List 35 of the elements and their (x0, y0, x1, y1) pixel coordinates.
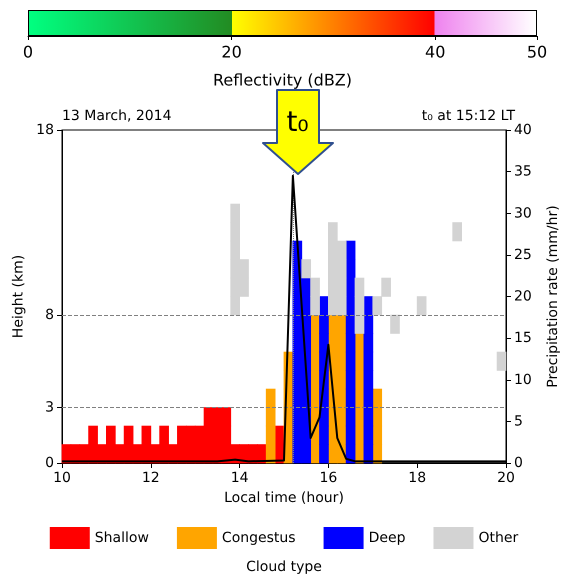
legend-label: Congestus (222, 530, 296, 546)
chart-title: 13 March, 2014 (62, 108, 172, 124)
y-tick-label: 0 (45, 455, 54, 471)
y2-tick-label: 25 (514, 246, 532, 263)
y2-tick-label: 0 (514, 455, 523, 471)
annotation: t₀ (285, 105, 310, 138)
x-tick-label: 20 (497, 470, 515, 486)
x2-tick-label: 20 (221, 42, 242, 62)
x-axis-title: Local time (hour) (224, 490, 344, 506)
legend-label: Shallow (94, 530, 149, 546)
legend-label: Deep (368, 530, 406, 546)
y2-axis-title: Precipitation rate (mm/hr) (545, 205, 561, 388)
x-tick-label: 12 (142, 470, 160, 486)
y-tick-label: 3 (45, 400, 54, 416)
x-tick-label: 10 (53, 470, 71, 486)
y2-tick-label: 30 (514, 205, 532, 222)
y2-tick-label: 5 (514, 413, 523, 430)
legend-title: Cloud type (246, 559, 322, 575)
x2-tick-label: 40 (425, 42, 446, 62)
x-tick-label: 16 (319, 470, 338, 486)
x-tick-label: 18 (408, 470, 426, 486)
text: t₀ at 15:12 LT (422, 108, 516, 124)
y-tick-label: 18 (36, 122, 54, 138)
x2-axis-title: Reflectivity (dBZ) (213, 70, 352, 90)
y2-tick-label: 35 (514, 164, 532, 180)
legend-label: Other (478, 530, 518, 546)
x2-tick-label: 50 (526, 42, 548, 62)
y2-tick-label: 10 (514, 372, 532, 388)
y2-tick-label: 20 (514, 288, 532, 304)
x-tick-label: 14 (230, 470, 249, 486)
y2-tick-label: 15 (514, 330, 532, 346)
x2-tick-label: 0 (22, 42, 34, 62)
y2-tick-label: 40 (514, 122, 532, 138)
y-axis-title: Height (km) (10, 254, 26, 338)
y-tick-label: 8 (45, 307, 54, 323)
